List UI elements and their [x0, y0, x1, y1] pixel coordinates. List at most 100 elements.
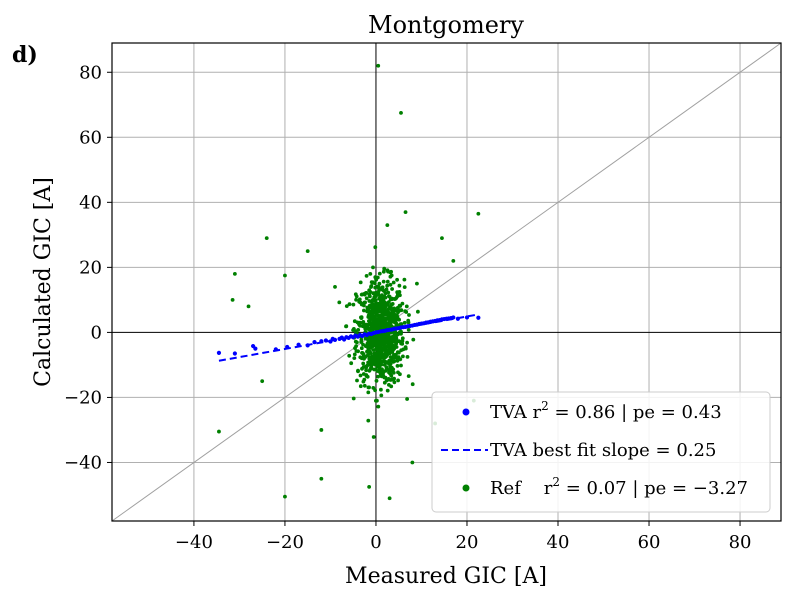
- ref-point: [373, 388, 377, 393]
- ref-point: [395, 277, 399, 282]
- ref-point: [388, 282, 393, 287]
- ref-point: [389, 297, 394, 302]
- ref-point: [366, 360, 370, 365]
- ref-point: [392, 353, 396, 357]
- ref-point: [363, 291, 368, 295]
- y-tick-label: −20: [64, 387, 102, 408]
- ref-point: [380, 285, 385, 290]
- ref-point: [389, 269, 393, 274]
- ref-point: [376, 374, 380, 379]
- ref-point: [378, 318, 382, 323]
- ref-point: [399, 363, 403, 368]
- ref-point: [359, 315, 364, 320]
- legend-tva-prefix: TVA r: [490, 402, 542, 423]
- ref-point: [396, 370, 400, 375]
- tva-point: [216, 350, 222, 355]
- ref-point: [405, 355, 410, 359]
- legend-tva-sup: 2: [541, 399, 549, 413]
- y-tick-label: −40: [64, 452, 102, 473]
- ref-point: [388, 274, 393, 279]
- ref-point: [370, 309, 375, 313]
- ref-point: [402, 277, 407, 282]
- ref-point: [359, 337, 364, 342]
- ref-point: [376, 284, 380, 289]
- ref-point: [371, 302, 375, 307]
- legend-tva-suffix: = 0.86 | pe = 0.43: [549, 402, 722, 423]
- ref-point: [385, 321, 389, 326]
- ref-point: [376, 301, 381, 306]
- y-axis-label: Calculated GIC [A]: [31, 177, 56, 387]
- ref-point: [383, 291, 388, 296]
- x-tick-label: 80: [729, 532, 752, 553]
- ref-point: [349, 361, 354, 366]
- legend-entry-ref: Ref r2 = 0.07 | pe = −3.27: [490, 475, 748, 499]
- ref-point: [347, 302, 352, 307]
- ref-point: [385, 223, 390, 227]
- ref-point: [370, 354, 375, 358]
- tva-point: [232, 351, 237, 356]
- ref-point: [359, 346, 364, 351]
- ref-point: [356, 328, 361, 332]
- ref-point: [395, 313, 399, 318]
- ref-point: [395, 290, 400, 295]
- ref-point: [384, 303, 389, 307]
- ref-point: [366, 390, 371, 395]
- x-tick-label: 0: [370, 532, 381, 553]
- legend-ref-prefix: Ref r: [490, 478, 553, 499]
- ref-point: [369, 285, 373, 289]
- ref-point: [403, 210, 408, 214]
- ref-point: [368, 318, 372, 323]
- ref-point: [400, 342, 405, 346]
- ref-point: [381, 310, 386, 315]
- ref-point: [406, 320, 411, 325]
- ref-point: [352, 319, 357, 324]
- ref-point: [363, 326, 368, 331]
- ref-point: [390, 308, 394, 313]
- ref-point: [347, 353, 352, 358]
- grid-lines: [112, 43, 781, 521]
- ref-point: [373, 299, 378, 304]
- ref-point: [390, 302, 395, 306]
- x-axis-label: Measured GIC [A]: [345, 564, 547, 589]
- ref-point: [401, 354, 405, 359]
- ref-point: [402, 320, 407, 325]
- ref-point: [376, 323, 381, 328]
- ref-point: [368, 322, 373, 327]
- ref-point: [376, 63, 381, 68]
- ref-point: [319, 476, 324, 481]
- ref-point: [366, 418, 371, 423]
- ref-point: [387, 334, 391, 339]
- tva-point: [312, 340, 317, 345]
- y-tick-label: 20: [79, 257, 102, 278]
- ref-point: [476, 211, 481, 216]
- x-tick-label: 60: [638, 532, 661, 553]
- legend-marker-tva: [462, 408, 470, 416]
- ref-point: [369, 305, 374, 310]
- ref-point: [401, 347, 406, 352]
- ref-point: [385, 388, 390, 393]
- ref-point: [375, 356, 379, 360]
- ref-point: [364, 368, 368, 373]
- panel-label: d): [12, 42, 38, 68]
- y-axis-ticks: −40 −20 0 20 40 60 80: [64, 62, 112, 473]
- ref-point: [368, 290, 373, 294]
- ref-point: [390, 336, 395, 340]
- ref-point: [372, 367, 377, 372]
- ref-point: [394, 356, 399, 360]
- ref-point: [361, 320, 366, 324]
- ref-point: [374, 398, 378, 403]
- ref-point: [391, 280, 396, 285]
- ref-point: [353, 339, 358, 344]
- ref-point: [397, 303, 402, 308]
- one-to-one-line: [111, 42, 782, 522]
- ref-point: [375, 309, 380, 314]
- ref-point: [358, 384, 363, 389]
- ref-point: [402, 285, 407, 289]
- ref-point: [377, 271, 382, 276]
- ref-point: [361, 342, 365, 347]
- ref-point: [362, 300, 367, 305]
- ref-point: [354, 297, 358, 302]
- ref-point: [358, 280, 363, 285]
- ref-point: [373, 351, 378, 355]
